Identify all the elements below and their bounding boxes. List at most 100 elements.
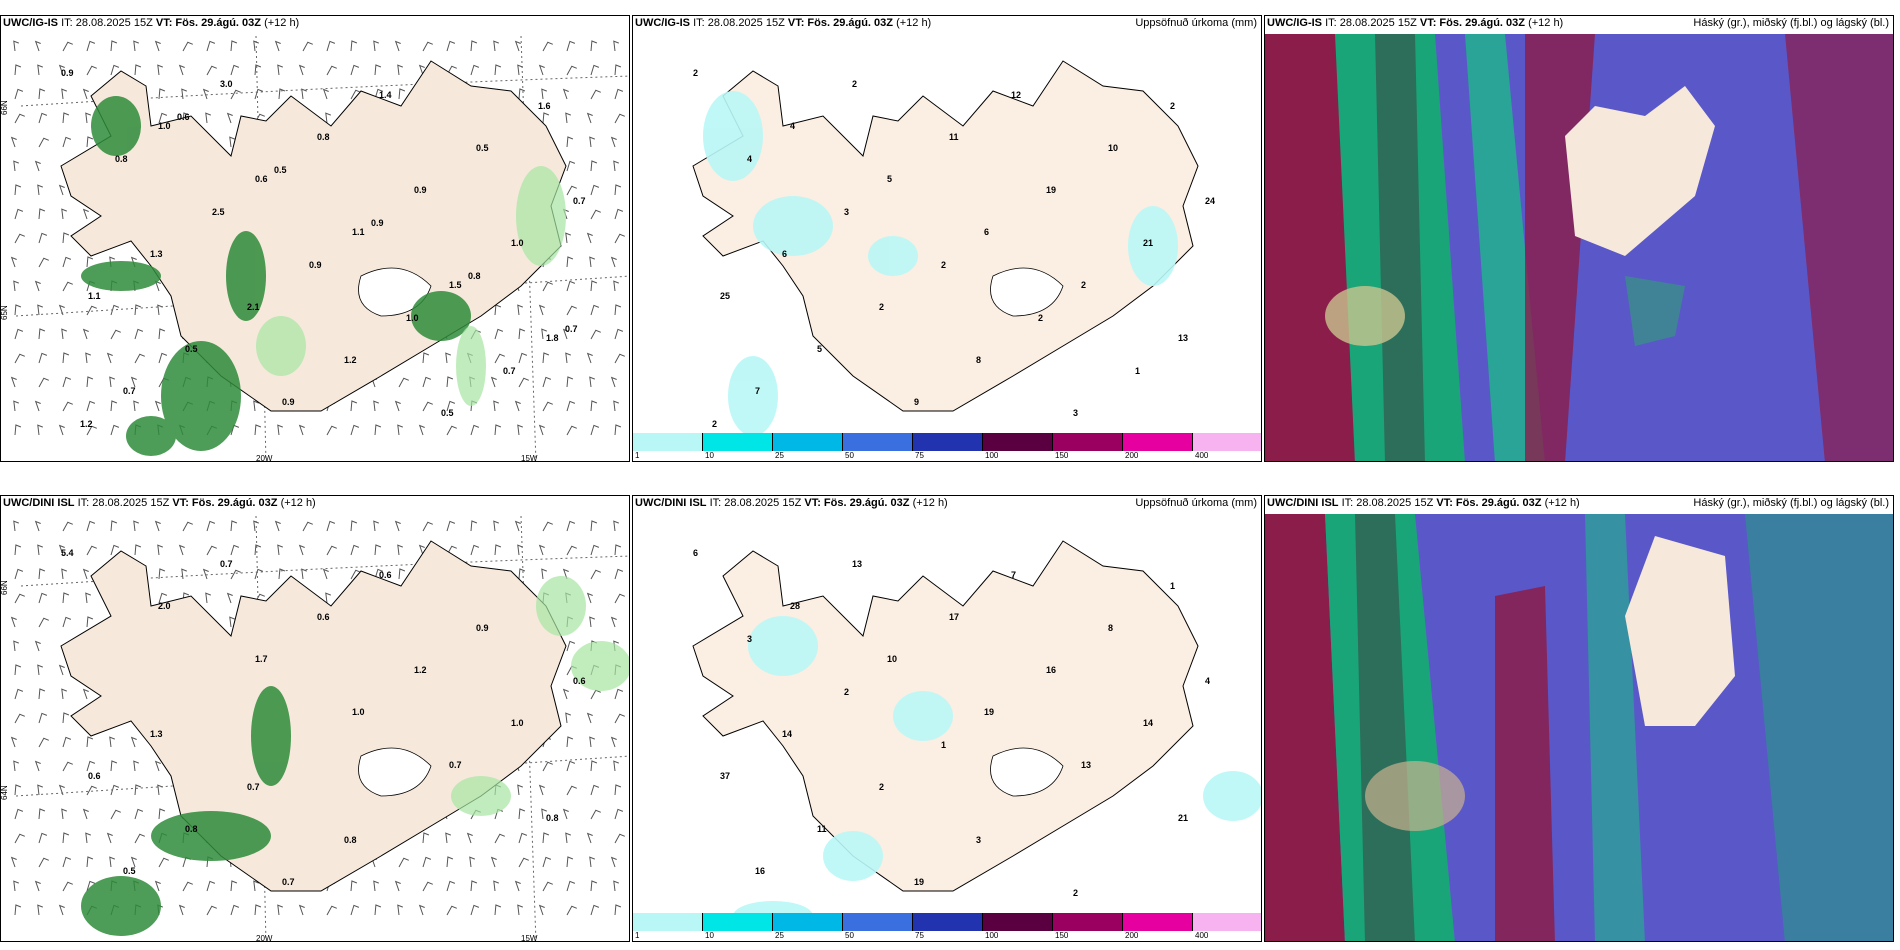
wind-barb bbox=[13, 640, 19, 652]
wind-barb bbox=[106, 352, 113, 364]
wind-barb bbox=[110, 400, 118, 412]
wind-barb bbox=[58, 904, 65, 916]
precip-value-label: 5 bbox=[887, 174, 892, 184]
wind-barb bbox=[154, 760, 161, 772]
wind-barb bbox=[538, 784, 545, 796]
wind-barb bbox=[82, 328, 89, 340]
wind-barb bbox=[14, 208, 24, 220]
wind-barb bbox=[230, 40, 238, 52]
wind-barb bbox=[230, 64, 240, 76]
precip-value-label: 2 bbox=[693, 68, 698, 78]
wind-barb bbox=[586, 832, 593, 844]
wind-barb bbox=[614, 233, 625, 244]
colorbar-tick: 25 bbox=[775, 931, 784, 940]
wind-barb bbox=[350, 520, 358, 532]
wind-barb bbox=[590, 280, 598, 292]
wind-barb bbox=[62, 376, 72, 388]
wind-barb bbox=[254, 904, 262, 916]
panel-title: Uppsöfnuð úrkoma (mm) bbox=[1135, 17, 1257, 29]
panel-header: UWC/DINI ISL IT: 28.08.2025 15Z VT: Fös.… bbox=[1267, 497, 1580, 509]
wind-barb bbox=[158, 592, 168, 604]
wind-barb bbox=[494, 353, 505, 364]
wind-barb bbox=[86, 545, 97, 556]
wind-barb bbox=[277, 64, 283, 76]
tick-lat-66n: 66N bbox=[1, 100, 9, 115]
wind-barb bbox=[86, 856, 94, 868]
colorbar-swatch bbox=[633, 433, 703, 451]
wind-barb bbox=[277, 904, 283, 916]
wind-barb bbox=[446, 905, 457, 916]
wind-barb bbox=[590, 809, 601, 820]
wind-barb bbox=[86, 785, 97, 796]
wind-barb bbox=[14, 904, 22, 916]
colorbar-tick: 50 bbox=[845, 451, 854, 460]
wind-barb bbox=[566, 40, 576, 52]
precip-value-label: 0.8 bbox=[317, 132, 330, 142]
precip-value-label: 2 bbox=[1073, 888, 1078, 898]
wind-barb bbox=[34, 520, 41, 532]
wind-barb bbox=[610, 856, 617, 868]
wind-barb bbox=[62, 281, 73, 292]
precip-value-label: 28 bbox=[790, 601, 800, 611]
precip-value-label: 37 bbox=[720, 771, 730, 781]
wind-barb bbox=[14, 688, 24, 700]
precip-value-label: 7 bbox=[755, 386, 760, 396]
wind-barb bbox=[418, 544, 425, 556]
wind-barb bbox=[446, 520, 456, 532]
wind-barb bbox=[394, 520, 401, 532]
precip-value-label: 3 bbox=[844, 207, 849, 217]
wind-barb bbox=[253, 400, 259, 412]
wind-barb bbox=[350, 569, 361, 580]
wind-barb bbox=[614, 424, 622, 436]
precip-value-label: 1.1 bbox=[352, 227, 365, 237]
wind-barb bbox=[322, 88, 329, 100]
wind-barb bbox=[613, 520, 619, 532]
wind-barb bbox=[62, 401, 73, 412]
precip-value-label: 10 bbox=[1108, 143, 1118, 153]
wind-barb bbox=[590, 40, 598, 52]
wind-barb bbox=[589, 616, 595, 628]
precip-value-label: 1.8 bbox=[546, 333, 559, 343]
wind-barb bbox=[278, 568, 286, 580]
precip-value-label: 19 bbox=[984, 707, 994, 717]
wind-barb bbox=[62, 881, 73, 892]
iceland-landmass bbox=[692, 60, 1199, 412]
wind-barb bbox=[586, 592, 593, 604]
wind-barb bbox=[397, 64, 403, 76]
wind-barb bbox=[86, 520, 96, 532]
wind-barb bbox=[14, 184, 22, 196]
wind-barb bbox=[542, 376, 552, 388]
wind-barb bbox=[109, 856, 115, 868]
wind-barb bbox=[589, 736, 595, 748]
wind-barb bbox=[590, 569, 601, 580]
wind-barb bbox=[14, 424, 22, 436]
precip-value-label: 13 bbox=[852, 559, 862, 569]
precip-value-label: 0.7 bbox=[503, 366, 516, 376]
wind-barb bbox=[493, 520, 499, 532]
wind-barb bbox=[37, 64, 43, 76]
wind-barb bbox=[277, 424, 283, 436]
panel-r2c3-clouds: UWC/DINI ISL IT: 28.08.2025 15Z VT: Fös.… bbox=[1264, 495, 1894, 942]
wind-barb bbox=[302, 521, 313, 532]
wind-barb bbox=[613, 40, 619, 52]
precip-value-label: 0.8 bbox=[185, 824, 198, 834]
wind-barb bbox=[542, 112, 550, 124]
wind-barb bbox=[38, 832, 48, 844]
panel-header: UWC/DINI ISL IT: 28.08.2025 15Z VT: Fös.… bbox=[3, 497, 316, 509]
wind-barb bbox=[326, 905, 337, 916]
wind-barb bbox=[350, 89, 361, 100]
colorbar-swatch bbox=[843, 913, 913, 931]
wind-barb bbox=[322, 568, 329, 580]
wind-barb bbox=[494, 833, 505, 844]
wind-barb bbox=[34, 400, 41, 412]
wind-barb bbox=[14, 304, 22, 316]
wind-barb bbox=[61, 328, 67, 340]
wind-barb bbox=[542, 41, 553, 52]
wind-barb bbox=[586, 712, 593, 724]
wind-barb bbox=[562, 568, 569, 580]
wind-barb bbox=[38, 737, 49, 748]
wind-barb bbox=[494, 328, 504, 340]
wind-barb bbox=[110, 544, 120, 556]
tick-lon-15w: 15W bbox=[521, 934, 538, 942]
wind-barb bbox=[133, 40, 139, 52]
